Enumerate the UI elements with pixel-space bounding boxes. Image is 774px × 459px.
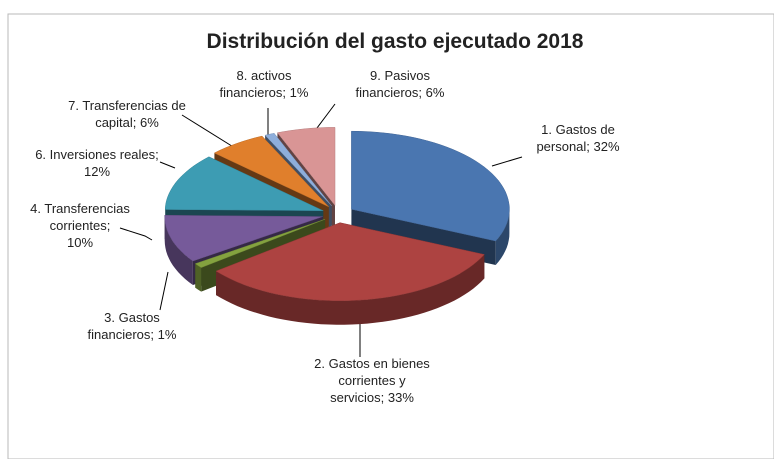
data-label-line: financieros; 1% xyxy=(220,85,309,100)
chart-title: Distribución del gasto ejecutado 2018 xyxy=(207,30,584,53)
data-label-line: corrientes y xyxy=(338,373,406,388)
slice-top xyxy=(215,222,485,301)
data-label-line: 10% xyxy=(67,235,93,250)
data-label-line: 1. Gastos de xyxy=(541,122,615,137)
data-label: 9. Pasivos financieros; 6% xyxy=(356,68,445,100)
slice-wall xyxy=(195,263,202,292)
data-label-line: 4. Transferencias xyxy=(30,201,130,216)
slice-wall xyxy=(495,209,510,265)
data-label: 8. activos financieros; 1% xyxy=(220,68,309,100)
slice-top xyxy=(276,127,336,207)
data-label-line: 7. Transferencias de xyxy=(68,98,186,113)
leader-line xyxy=(159,271,169,311)
data-label-line: 3. Gastos xyxy=(104,310,160,325)
data-label-line: 6. Inversiones reales; xyxy=(35,147,159,162)
slice-top xyxy=(194,218,326,268)
data-label: 2. Gastos en bienes corrientes y servicios… xyxy=(314,356,430,405)
data-label-line: 12% xyxy=(84,164,110,179)
pie-slice xyxy=(215,222,485,325)
data-label: 4. Transferencias corrientes; 10% xyxy=(30,201,130,250)
leader-line xyxy=(159,161,176,169)
data-label-line: 2. Gastos en bienes xyxy=(314,356,430,371)
data-label-line: corrientes; xyxy=(50,218,111,233)
leader-line xyxy=(119,227,153,241)
slice-top xyxy=(164,215,323,262)
data-label: 1. Gastos de personal; 32% xyxy=(536,122,620,154)
slice-top xyxy=(351,130,510,242)
slice-top xyxy=(164,156,324,211)
data-label-line: financieros; 1% xyxy=(88,327,177,342)
data-label-line: 8. activos xyxy=(237,68,292,83)
slice-top xyxy=(264,133,332,207)
slice-wall xyxy=(164,216,193,285)
data-label-line: 9. Pasivos xyxy=(370,68,430,83)
leader-line xyxy=(181,114,236,149)
slice-wall xyxy=(216,254,485,325)
leader-line xyxy=(491,156,523,167)
data-label-line: capital; 6% xyxy=(95,115,159,130)
data-label: 6. Inversiones reales; 12% xyxy=(35,147,159,179)
data-label-line: personal; 32% xyxy=(536,139,620,154)
data-label-line: financieros; 6% xyxy=(356,85,445,100)
slice-top xyxy=(213,135,329,208)
data-label: 3. Gastos financieros; 1% xyxy=(88,310,177,342)
data-label: 7. Transferencias de capital; 6% xyxy=(68,98,186,130)
data-label-line: servicios; 33% xyxy=(330,390,414,405)
